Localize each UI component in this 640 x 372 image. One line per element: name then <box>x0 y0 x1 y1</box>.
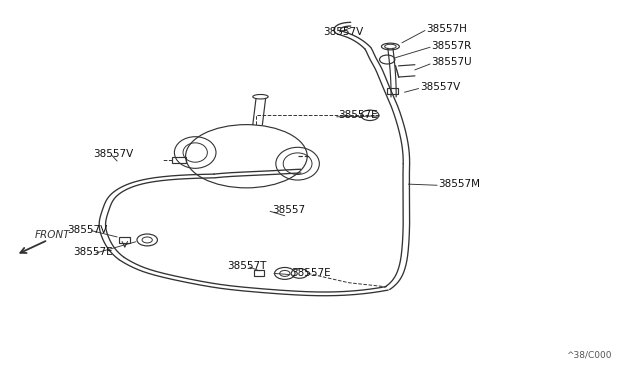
Bar <box>119 237 130 243</box>
Bar <box>387 88 398 94</box>
Text: 38557M: 38557M <box>438 179 481 189</box>
Text: 38557T: 38557T <box>227 261 267 271</box>
Text: 38557V: 38557V <box>93 150 133 159</box>
Text: ^38/C000: ^38/C000 <box>566 351 612 360</box>
Text: 38557V: 38557V <box>67 225 108 235</box>
Text: 38557U: 38557U <box>431 58 472 67</box>
Text: FRONT: FRONT <box>35 230 70 240</box>
Text: 38557: 38557 <box>272 205 305 215</box>
Text: 38557R: 38557R <box>431 41 472 51</box>
Text: 38557E: 38557E <box>338 110 378 120</box>
Text: 38557E: 38557E <box>74 247 113 257</box>
Bar <box>254 270 264 276</box>
Bar <box>172 157 186 163</box>
Text: 38557V: 38557V <box>420 83 460 92</box>
Text: 38557E: 38557E <box>291 269 331 278</box>
Text: 38557V: 38557V <box>323 27 364 36</box>
Text: 38557H: 38557H <box>426 24 467 33</box>
